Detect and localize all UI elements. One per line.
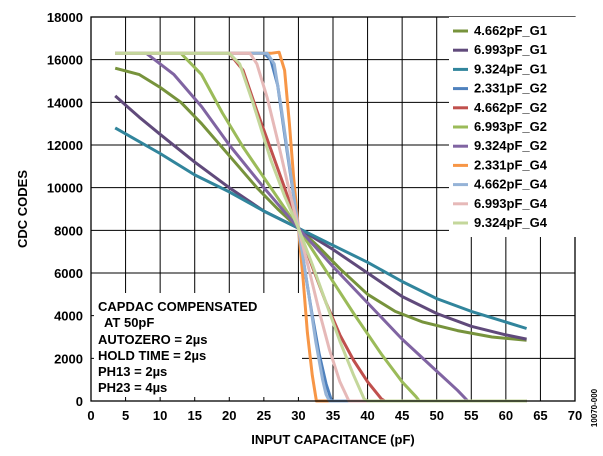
legend-entry: 4.662pF_G1 xyxy=(474,23,547,38)
series-line xyxy=(115,51,527,403)
y-tick-label: 12000 xyxy=(47,138,83,153)
figure-id: 10070-000 xyxy=(590,388,599,427)
x-tick-labels: 0 5 10 15 20 25 30 35 40 45 50 55 60 65 70 xyxy=(87,408,582,423)
legend-entry: 9.324pF_G4 xyxy=(474,215,548,230)
legend-entry: 6.993pF_G1 xyxy=(474,42,547,57)
x-tick-label: 60 xyxy=(499,408,513,423)
x-tick-label: 5 xyxy=(122,408,129,423)
y-axis-label: CDC CODES xyxy=(15,170,30,248)
series-line xyxy=(114,126,528,330)
legend-entry: 9.324pF_G2 xyxy=(474,138,547,153)
y-tick-label: 10000 xyxy=(47,181,83,196)
y-tick-label: 14000 xyxy=(47,95,83,110)
y-tick-label: 4000 xyxy=(54,309,83,324)
annotation-line: AUTOZERO = 2µs xyxy=(98,332,207,347)
legend-entry: 2.331pF_G4 xyxy=(474,157,548,172)
legend-background xyxy=(449,17,578,237)
annotation-line: PH23 = 4µs xyxy=(98,380,167,395)
legend-entry: 4.662pF_G2 xyxy=(474,100,547,115)
y-tick-label: 8000 xyxy=(54,223,83,238)
series-lines xyxy=(114,50,528,403)
x-tick-label: 10 xyxy=(153,408,167,423)
y-tick-label: 18000 xyxy=(47,10,83,25)
y-tick-label: 6000 xyxy=(54,266,83,281)
x-tick-label: 70 xyxy=(568,408,582,423)
series-line xyxy=(114,94,527,341)
legend-entry: 9.324pF_G1 xyxy=(474,61,547,76)
series-line xyxy=(115,51,527,403)
x-tick-label: 0 xyxy=(87,408,94,423)
x-tick-label: 45 xyxy=(395,408,409,423)
y-tick-label: 0 xyxy=(76,394,83,409)
series-line xyxy=(115,51,527,403)
legend-entry: 2.331pF_G2 xyxy=(474,81,547,96)
legend: 4.662pF_G1 6.993pF_G1 9.324pF_G1 2.331pF_G2… xyxy=(449,17,578,237)
annotation-line: PH13 = 2µs xyxy=(98,364,167,379)
annotation-background xyxy=(94,293,302,397)
annotation-line: CAPDAC COMPENSATED xyxy=(98,299,257,314)
annotation-box: CAPDAC COMPENSATED AT 50pF AUTOZERO = 2µ… xyxy=(94,293,302,397)
x-tick-label: 40 xyxy=(360,408,374,423)
x-tick-label: 50 xyxy=(429,408,443,423)
legend-entry: 4.662pF_G4 xyxy=(474,177,548,192)
x-axis-label: INPUT CAPACITANCE (pF) xyxy=(251,432,414,447)
legend-entry: 6.993pF_G4 xyxy=(474,196,548,211)
y-tick-label: 16000 xyxy=(47,53,83,68)
legend-entry: 6.993pF_G2 xyxy=(474,119,547,134)
annotation-line: HOLD TIME = 2µs xyxy=(98,348,206,363)
x-tick-label: 55 xyxy=(464,408,478,423)
y-tick-label: 2000 xyxy=(54,351,83,366)
x-tick-label: 35 xyxy=(326,408,340,423)
series-line xyxy=(115,51,527,403)
x-tick-label: 15 xyxy=(187,408,201,423)
x-tick-label: 20 xyxy=(222,408,236,423)
x-tick-label: 30 xyxy=(291,408,305,423)
annotation-line: AT 50pF xyxy=(104,315,154,330)
y-tick-labels: 0 2000 4000 6000 8000 10000 12000 14000 16000 180… xyxy=(47,10,83,409)
x-tick-label: 65 xyxy=(533,408,547,423)
x-tick-label: 25 xyxy=(257,408,271,423)
